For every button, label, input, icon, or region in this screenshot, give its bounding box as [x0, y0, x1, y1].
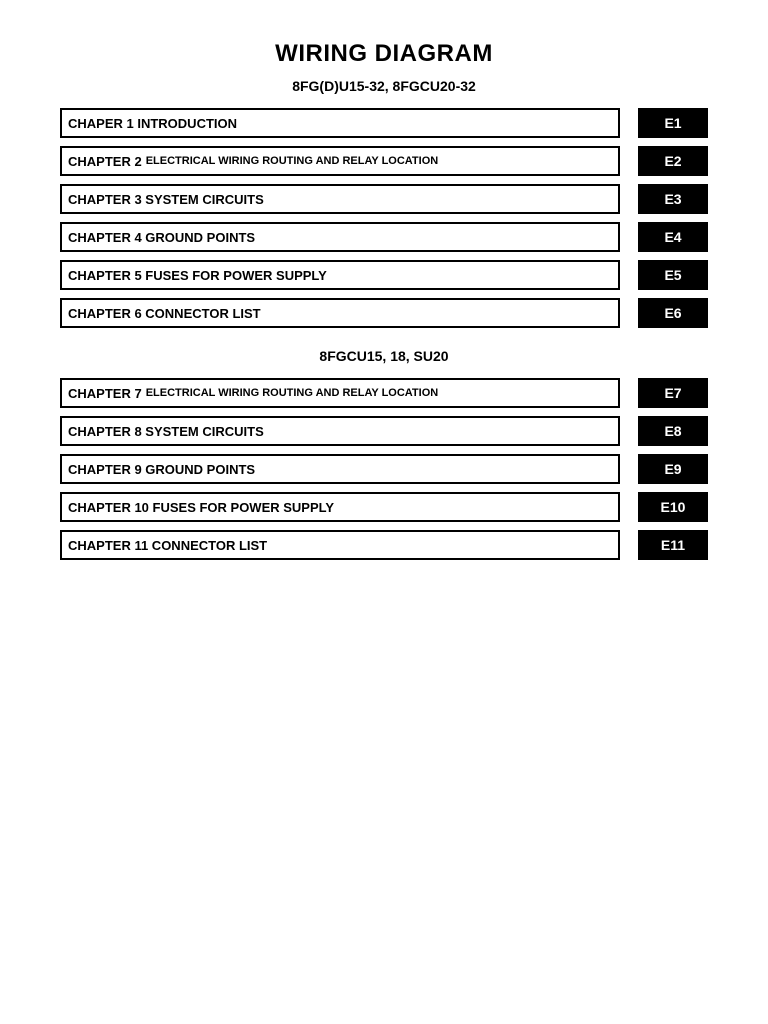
- toc-row: CHAPTER 9 GROUND POINTS E9: [60, 454, 708, 484]
- toc-text: CHAPTER 9 GROUND POINTS: [60, 454, 620, 484]
- toc-gap: [620, 454, 638, 484]
- toc-row: CHAPER 1 INTRODUCTION E1: [60, 108, 708, 138]
- toc-row: CHAPTER 2 ELECTRICAL WIRING ROUTING AND …: [60, 146, 708, 176]
- toc-text: CHAPER 1 INTRODUCTION: [60, 108, 620, 138]
- toc-gap: [620, 492, 638, 522]
- chapter-code: E7: [638, 378, 708, 408]
- chapter-label: CHAPTER 10 FUSES FOR POWER SUPPLY: [68, 500, 334, 515]
- page: WIRING DIAGRAM 8FG(D)U15-32, 8FGCU20-32 …: [0, 0, 768, 608]
- toc-text: CHAPTER 2 ELECTRICAL WIRING ROUTING AND …: [60, 146, 620, 176]
- section2-subtitle: 8FGCU15, 18, SU20: [60, 348, 708, 364]
- chapter-label: CHAPTER 9 GROUND POINTS: [68, 462, 255, 477]
- toc-gap: [620, 378, 638, 408]
- chapter-label: CHAPTER 11 CONNECTOR LIST: [68, 538, 267, 553]
- toc-text: CHAPTER 5 FUSES FOR POWER SUPPLY: [60, 260, 620, 290]
- toc-gap: [620, 298, 638, 328]
- toc-row: CHAPTER 6 CONNECTOR LIST E6: [60, 298, 708, 328]
- toc-text: CHAPTER 4 GROUND POINTS: [60, 222, 620, 252]
- toc-text: CHAPTER 8 SYSTEM CIRCUITS: [60, 416, 620, 446]
- chapter-code: E8: [638, 416, 708, 446]
- chapter-desc: ELECTRICAL WIRING ROUTING AND RELAY LOCA…: [146, 387, 439, 399]
- chapter-label: CHAPTER 4 GROUND POINTS: [68, 230, 255, 245]
- toc-gap: [620, 108, 638, 138]
- chapter-code: E6: [638, 298, 708, 328]
- toc-gap: [620, 222, 638, 252]
- chapter-code: E10: [638, 492, 708, 522]
- chapter-code: E11: [638, 530, 708, 560]
- toc-gap: [620, 530, 638, 560]
- section1-subtitle: 8FG(D)U15-32, 8FGCU20-32: [60, 78, 708, 94]
- toc-gap: [620, 146, 638, 176]
- toc-text: CHAPTER 6 CONNECTOR LIST: [60, 298, 620, 328]
- chapter-code: E3: [638, 184, 708, 214]
- chapter-label: CHAPTER 6 CONNECTOR LIST: [68, 306, 261, 321]
- chapter-desc: ELECTRICAL WIRING ROUTING AND RELAY LOCA…: [146, 155, 439, 167]
- toc-row: CHAPTER 3 SYSTEM CIRCUITS E3: [60, 184, 708, 214]
- toc-text: CHAPTER 11 CONNECTOR LIST: [60, 530, 620, 560]
- toc-row: CHAPTER 8 SYSTEM CIRCUITS E8: [60, 416, 708, 446]
- toc-text: CHAPTER 7 ELECTRICAL WIRING ROUTING AND …: [60, 378, 620, 408]
- chapter-code: E2: [638, 146, 708, 176]
- chapter-code: E4: [638, 222, 708, 252]
- chapter-label: CHAPTER 5 FUSES FOR POWER SUPPLY: [68, 268, 327, 283]
- chapter-code: E1: [638, 108, 708, 138]
- toc-row: CHAPTER 4 GROUND POINTS E4: [60, 222, 708, 252]
- toc-row: CHAPTER 5 FUSES FOR POWER SUPPLY E5: [60, 260, 708, 290]
- main-title: WIRING DIAGRAM: [60, 40, 708, 68]
- toc-text: CHAPTER 3 SYSTEM CIRCUITS: [60, 184, 620, 214]
- chapter-code: E9: [638, 454, 708, 484]
- chapter-code: E5: [638, 260, 708, 290]
- toc-row: CHAPTER 11 CONNECTOR LIST E11: [60, 530, 708, 560]
- toc-gap: [620, 260, 638, 290]
- toc-gap: [620, 184, 638, 214]
- chapter-label: CHAPTER 8 SYSTEM CIRCUITS: [68, 424, 264, 439]
- chapter-label: CHAPTER 3 SYSTEM CIRCUITS: [68, 192, 264, 207]
- toc-row: CHAPTER 10 FUSES FOR POWER SUPPLY E10: [60, 492, 708, 522]
- toc-gap: [620, 416, 638, 446]
- toc-text: CHAPTER 10 FUSES FOR POWER SUPPLY: [60, 492, 620, 522]
- toc-row: CHAPTER 7 ELECTRICAL WIRING ROUTING AND …: [60, 378, 708, 408]
- chapter-label: CHAPER 1 INTRODUCTION: [68, 116, 237, 131]
- chapter-label: CHAPTER 7: [68, 386, 142, 401]
- chapter-label: CHAPTER 2: [68, 154, 142, 169]
